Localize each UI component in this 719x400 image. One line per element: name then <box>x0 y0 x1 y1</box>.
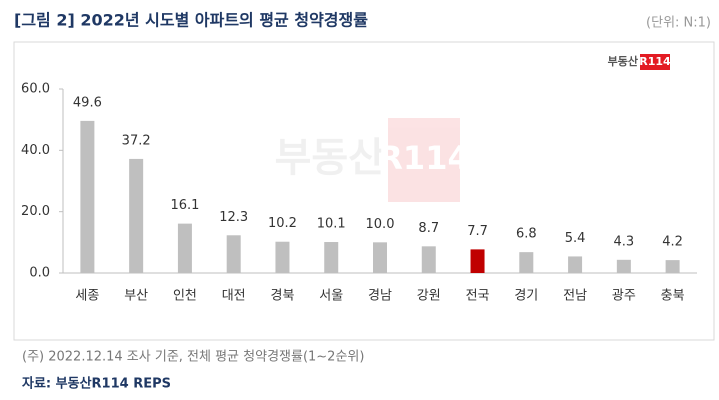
logo-text: 부동산 <box>608 54 638 68</box>
y-tick-label: 60.0 <box>21 82 50 97</box>
source: 자료: 부동산R114 REPS <box>22 376 171 392</box>
bar <box>519 252 534 273</box>
bar <box>275 241 290 273</box>
bar <box>226 235 241 273</box>
bar <box>568 256 583 273</box>
value-label: 10.0 <box>366 217 395 232</box>
x-tick-label: 대전 <box>222 289 246 304</box>
value-label: 16.1 <box>170 198 199 213</box>
x-tick-label: 경기 <box>514 289 538 304</box>
x-tick-label: 서울 <box>319 289 343 304</box>
bar <box>616 259 631 273</box>
logo-badge-box <box>640 54 670 70</box>
bar <box>177 223 192 273</box>
watermark-box <box>388 118 460 202</box>
x-tick-label: 경북 <box>271 289 295 304</box>
value-label: 5.4 <box>565 231 586 246</box>
watermark-badge: R114 <box>378 139 469 177</box>
x-tick-label: 충북 <box>661 289 685 304</box>
value-label: 10.1 <box>317 217 346 232</box>
y-tick-label: 40.0 <box>21 143 50 158</box>
value-label: 6.8 <box>516 227 537 242</box>
logo-badge: R114 <box>639 55 671 68</box>
y-tick-label: 20.0 <box>21 204 50 219</box>
x-tick-label: 인천 <box>173 289 197 304</box>
x-tick-label: 세종 <box>75 289 99 304</box>
bar <box>80 120 95 273</box>
watermark-text: 부동산 <box>275 135 386 181</box>
footnote: (주) 2022.12.14 조사 기준, 전체 평균 청약경쟁률(1~2순위) <box>22 350 364 365</box>
bar <box>324 242 339 273</box>
value-label: 7.7 <box>467 224 488 239</box>
value-label: 4.3 <box>614 234 635 249</box>
value-label: 49.6 <box>73 95 102 110</box>
bar <box>665 260 680 273</box>
bar <box>470 249 485 273</box>
value-label: 8.7 <box>418 221 439 236</box>
x-tick-label: 강원 <box>417 289 441 304</box>
value-label: 12.3 <box>219 210 248 225</box>
value-label: 37.2 <box>122 133 151 148</box>
unit-label: (단위: N:1) <box>646 16 711 31</box>
value-label: 10.2 <box>268 216 297 231</box>
value-label: 4.2 <box>662 235 683 250</box>
x-tick-label: 광주 <box>612 289 636 304</box>
bar <box>421 246 436 273</box>
x-tick-label: 전국 <box>466 289 490 304</box>
watermark: 부동산 R114 <box>275 118 470 202</box>
bar <box>129 158 144 273</box>
chart-frame <box>13 41 715 341</box>
y-tick-label: 0.0 <box>29 266 50 281</box>
x-tick-label: 부산 <box>124 289 148 304</box>
bar <box>373 242 387 273</box>
x-tick-label: 전남 <box>563 289 587 304</box>
chart-title: [그림 2] 2022년 시도별 아파트의 평균 청약경쟁률 <box>14 11 368 30</box>
x-tick-label: 경남 <box>368 289 392 304</box>
